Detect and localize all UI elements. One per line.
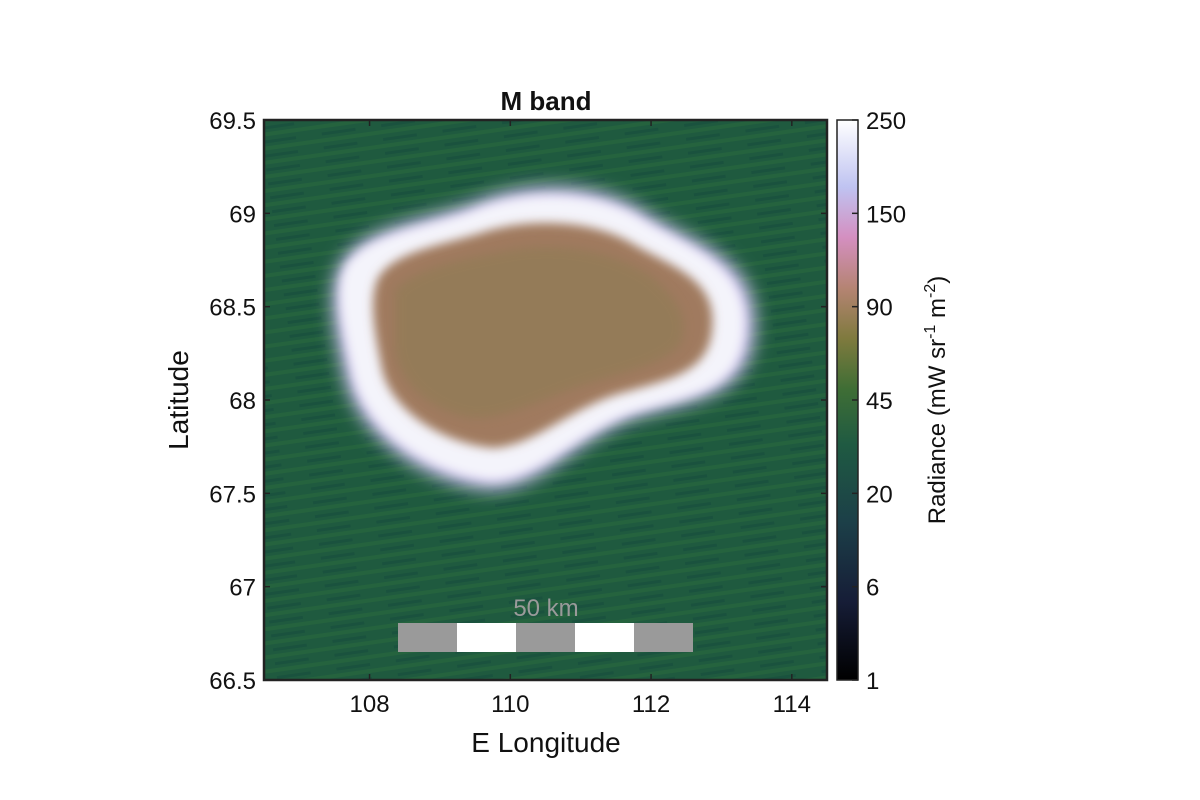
x-tick-label: 108 [350, 691, 390, 718]
colorbar-tick-label: 90 [866, 295, 893, 322]
y-tick-label: 69.5 [209, 108, 256, 135]
x-axis: 108 110 112 114 E Longitude [350, 120, 811, 758]
y-tick-label: 67 [229, 575, 256, 602]
x-tick-label: 110 [491, 691, 529, 718]
colorbar-tick-label: 6 [866, 575, 879, 602]
y-tick-label: 67.5 [209, 481, 256, 508]
colorbar-tick-label: 45 [866, 388, 893, 415]
scale-bar: 50 km [398, 595, 693, 652]
x-tick-label: 112 [632, 691, 670, 718]
x-axis-label: E Longitude [471, 727, 620, 758]
x-tick-label: 114 [773, 691, 811, 718]
y-tick-label: 69 [229, 201, 256, 228]
colorbar-tick-label: 20 [866, 481, 893, 508]
y-tick-label: 66.5 [209, 668, 256, 695]
colorbar-tick-label: 150 [866, 201, 906, 228]
scale-bar-segment-1 [398, 623, 457, 652]
chart-title: M band [501, 86, 592, 116]
colorbar-tick-label: 250 [866, 108, 906, 135]
heatmap-image [264, 120, 827, 680]
scale-bar-segment-5 [634, 623, 693, 652]
scale-bar-segment-4 [575, 623, 634, 652]
y-axis: 69.5 69 68.5 68 67.5 67 66.5 Latitude [163, 108, 827, 695]
y-tick-label: 68 [229, 388, 256, 415]
colorbar-tick-label: 1 [866, 668, 879, 695]
colorbar-label: Radiance (mW sr-1 m-2) [922, 276, 951, 525]
scale-bar-segment-2 [457, 623, 516, 652]
scale-bar-segment-3 [516, 623, 575, 652]
y-axis-label: Latitude [163, 350, 194, 450]
y-tick-label: 68.5 [209, 295, 256, 322]
colorbar: 250 150 90 45 20 6 1 Radiance (mW sr-1 m-2) [836, 108, 951, 695]
scale-bar-label: 50 km [513, 595, 578, 622]
